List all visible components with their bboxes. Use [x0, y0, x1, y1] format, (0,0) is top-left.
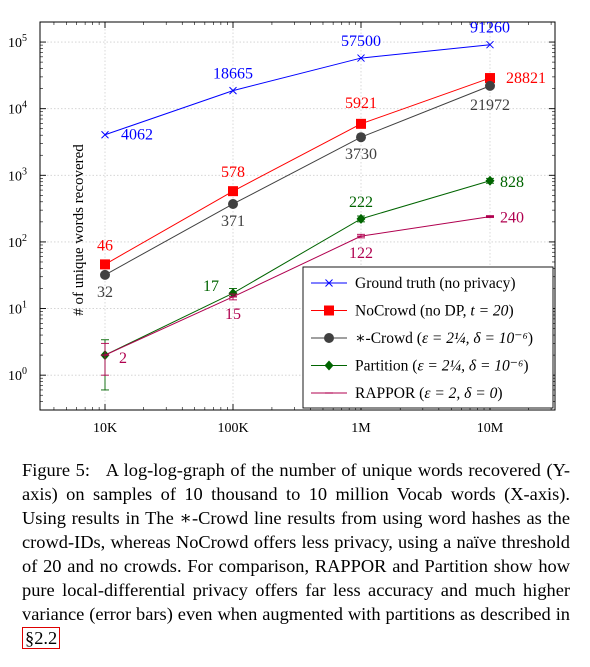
- y-tick-label-4: 104: [8, 100, 27, 118]
- data-label-crowd-1: 371: [221, 213, 245, 230]
- figure-label: Figure 5:: [22, 460, 90, 480]
- point-partition-3: [485, 175, 495, 186]
- data-label-nocrowd-3: 28821: [506, 70, 546, 87]
- line-ground_truth: [104, 44, 491, 136]
- section-ref-link[interactable]: §2.2: [22, 627, 61, 649]
- legend-marker-nocrowd: [324, 305, 334, 316]
- point-crowd-0: [100, 269, 110, 280]
- series-crowd: [100, 80, 495, 280]
- point-partition-2: [356, 213, 366, 224]
- point-ground_truth-0: [101, 130, 109, 139]
- point-nocrowd-0: [100, 259, 110, 270]
- data-label-crowd-3: 21972: [470, 97, 510, 114]
- point-crowd-2: [356, 132, 366, 143]
- legend-label-rappor: RAPPOR (ε = 2, δ = 0): [355, 385, 503, 402]
- data-label-nocrowd-0: 46: [97, 237, 113, 254]
- point-crowd-1: [228, 198, 238, 209]
- data-label-crowd-0: 32: [97, 284, 113, 301]
- data-label-rappor-2: 122: [349, 245, 373, 262]
- y-tick-label-3: 103: [8, 166, 27, 184]
- data-label-ground_truth-2: 57500: [341, 33, 381, 50]
- legend-entry-ground_truth: Ground truth (no privacy): [311, 275, 516, 292]
- error-bar-rappor-0: [101, 342, 109, 376]
- legend: Ground truth (no privacy) NoCrowd (no DP,…: [302, 266, 554, 409]
- data-label-partition-2: 222: [349, 194, 373, 211]
- data-label-partition-3: 828: [500, 174, 524, 191]
- legend-entry-rappor: RAPPOR (ε = 2, δ = 0): [311, 385, 503, 402]
- data-label-ground_truth-1: 18665: [213, 66, 253, 83]
- y-tick-label-2: 102: [8, 233, 27, 251]
- y-tick-label-1: 101: [8, 300, 27, 318]
- x-tick-label-0: 10K: [93, 421, 117, 436]
- point-nocrowd-3: [485, 73, 495, 84]
- caption-text: A log-log-graph of the number of unique …: [22, 460, 570, 624]
- legend-marker-partition: [324, 360, 334, 371]
- data-label-ground_truth-0: 4062: [121, 127, 153, 144]
- legend-marker-ground_truth: [325, 279, 333, 287]
- data-label-rappor-0: 2: [119, 350, 127, 367]
- section-number: 2.2: [34, 628, 58, 648]
- point-nocrowd-2: [356, 118, 366, 129]
- point-crowd-3: [485, 80, 495, 91]
- series-nocrowd: [100, 73, 495, 270]
- line-partition: [104, 180, 491, 356]
- legend-marker-crowd: [324, 333, 334, 343]
- x-tick-label-2: 1M: [351, 421, 371, 436]
- legend-entry-nocrowd: NoCrowd (no DP, t = 20): [311, 303, 514, 320]
- line-crowd: [104, 85, 491, 276]
- section-symbol: §: [25, 628, 35, 648]
- series: [100, 40, 495, 391]
- data-label-partition-1: 17: [203, 278, 219, 295]
- data-label-rappor-3: 240: [500, 210, 524, 227]
- figure-caption: Figure 5: A log-log-graph of the number …: [22, 458, 570, 650]
- legend-entry-crowd: ∗-Crowd (ε = 2¼, δ = 10⁻⁶): [311, 330, 533, 347]
- data-label-crowd-2: 3730: [345, 146, 377, 163]
- data-labels: 4062 18665 57500 91260 46 578 5921 28821 32 371 37…: [97, 20, 546, 367]
- legend-entry-partition: Partition (ε = 2¼, δ = 10⁻⁶): [311, 358, 529, 375]
- legend-label-partition: Partition (ε = 2¼, δ = 10⁻⁶): [355, 358, 529, 375]
- series-ground_truth: [101, 40, 494, 139]
- series-rappor: [101, 215, 494, 376]
- legend-label-ground_truth: Ground truth (no privacy): [355, 275, 516, 292]
- line-nocrowd: [104, 77, 491, 265]
- data-label-rappor-1: 15: [225, 306, 241, 323]
- log-log-chart: 100 101 102 103 104 105 10K 100K 1M 10M # of uniqu…: [8, 20, 556, 436]
- legend-label-nocrowd: NoCrowd (no DP, t = 20): [355, 303, 514, 320]
- plot-frame: [39, 21, 556, 411]
- point-ground_truth-3: [486, 40, 494, 49]
- line-rappor: [104, 216, 491, 356]
- series-partition: [100, 175, 495, 391]
- y-tick-label-0: 100: [8, 366, 27, 384]
- legend-label-crowd: ∗-Crowd (ε = 2¼, δ = 10⁻⁶): [355, 330, 533, 347]
- data-label-nocrowd-2: 5921: [345, 95, 377, 112]
- point-nocrowd-1: [228, 186, 238, 197]
- x-tick-label-3: 10M: [477, 421, 504, 436]
- point-ground_truth-2: [357, 54, 365, 62]
- y-axis-label: # of unique words recovered: [71, 144, 87, 316]
- point-ground_truth-1: [229, 86, 237, 95]
- x-tick-label-1: 100K: [217, 421, 248, 436]
- y-tick-label-5: 105: [8, 33, 27, 51]
- axes: 100 101 102 103 104 105 10K 100K 1M 10M # of uniqu…: [8, 21, 556, 436]
- data-label-ground_truth-3: 91260: [470, 20, 510, 37]
- data-label-nocrowd-1: 578: [221, 164, 245, 181]
